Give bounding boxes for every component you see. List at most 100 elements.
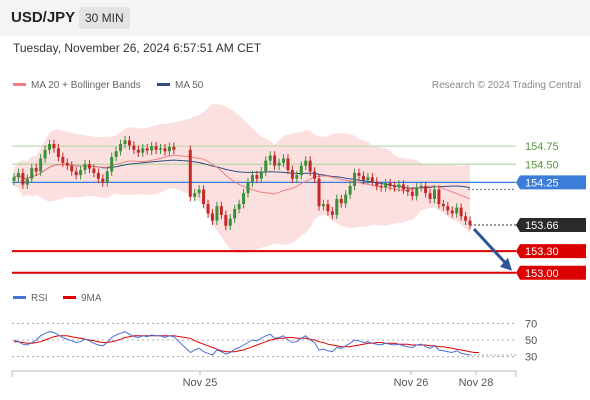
- candle-body: [424, 185, 428, 194]
- rsi-swatch: [13, 295, 26, 299]
- candle-body: [39, 158, 43, 172]
- rsi-ma-swatch: [63, 295, 76, 299]
- candle-body: [277, 162, 281, 166]
- candle-body: [154, 146, 158, 150]
- price-label-resistance: 154.50: [525, 159, 559, 171]
- header-bar: USD/JPY 30 MIN: [0, 0, 590, 36]
- x-axis-label: Nov 26: [394, 377, 429, 389]
- candle-body: [273, 155, 277, 166]
- candle-body: [330, 211, 334, 215]
- candle-body: [30, 167, 34, 179]
- candle-body: [219, 206, 223, 215]
- candle-body: [210, 213, 214, 221]
- candle-body: [70, 165, 74, 172]
- candle-body: [415, 187, 419, 197]
- candle-body: [242, 193, 246, 205]
- rsi-axis-label: 50: [525, 335, 537, 347]
- candle-body: [21, 172, 25, 185]
- candle-body: [246, 182, 250, 194]
- ma50-label: MA 50: [175, 80, 204, 91]
- candle-body: [119, 144, 123, 152]
- candle-body: [264, 160, 268, 172]
- candle-body: [308, 160, 312, 172]
- candle-body: [317, 178, 321, 207]
- candle-body: [136, 149, 140, 153]
- candle-body: [304, 160, 308, 166]
- candle-body: [228, 218, 232, 226]
- candle-body: [366, 177, 370, 181]
- price-tag-support: [516, 265, 586, 280]
- candle-body: [87, 164, 91, 169]
- candle-body: [432, 189, 436, 199]
- rsi-ma-label: 9MA: [81, 293, 102, 304]
- candle-body: [193, 193, 197, 197]
- candle-body: [326, 204, 330, 212]
- candle-body: [388, 183, 392, 186]
- candle-body: [150, 146, 154, 151]
- candle-body: [313, 171, 317, 179]
- candle-body: [123, 140, 127, 144]
- price-label-pivot: 154.25: [525, 177, 559, 189]
- candle-body: [145, 148, 149, 151]
- candle-body: [255, 175, 259, 179]
- price-tag-support: [516, 244, 586, 259]
- forecast-arrow-head: [500, 257, 512, 271]
- candle-body: [441, 204, 445, 207]
- forecast-arrow-line: [472, 228, 510, 267]
- price-label-support: 153.00: [525, 268, 559, 280]
- candle-body: [43, 149, 47, 159]
- candle-body: [286, 158, 290, 171]
- rsi-label: RSI: [31, 293, 48, 304]
- candle-body: [16, 172, 20, 178]
- candle-body: [397, 184, 401, 188]
- candle-body: [250, 175, 254, 183]
- candle-body: [295, 175, 299, 179]
- rsi-axis-label: 70: [525, 318, 537, 330]
- candle-body: [52, 144, 56, 149]
- candle-body: [375, 181, 379, 186]
- rsi-line: [13, 331, 471, 356]
- candle-body: [357, 172, 361, 176]
- candle-body: [437, 189, 441, 205]
- rsi-ma-line: [14, 335, 479, 353]
- candle-body: [12, 177, 16, 181]
- candle-body: [370, 177, 374, 182]
- timestamp: Tuesday, November 26, 2024 6:57:51 AM CE…: [13, 41, 262, 55]
- candle-body: [141, 148, 145, 153]
- candle-body: [259, 171, 263, 179]
- candle-body: [132, 145, 136, 150]
- candle-body: [96, 172, 100, 179]
- legend-ma20: MA 20 + Bollinger Bands: [13, 80, 141, 91]
- candle-body: [167, 146, 171, 152]
- candle-body: [459, 207, 463, 217]
- candle-body: [428, 193, 432, 199]
- candle-body: [237, 204, 241, 210]
- candle-body: [348, 185, 352, 195]
- candle-body: [172, 146, 176, 150]
- candle-body: [450, 210, 454, 214]
- candle-body: [74, 171, 78, 176]
- candle-body: [202, 189, 206, 205]
- candle-body: [321, 204, 325, 207]
- candle-body: [353, 172, 357, 186]
- candle-body: [48, 144, 52, 150]
- candle-body: [65, 162, 69, 166]
- candle-body: [290, 170, 294, 179]
- candle-body: [335, 198, 339, 215]
- candle-body: [61, 157, 65, 163]
- ma20-label: MA 20 + Bollinger Bands: [31, 80, 141, 91]
- timeframe-selector[interactable]: 30 MIN: [79, 7, 130, 29]
- candle-body: [206, 204, 210, 214]
- candle-body: [188, 149, 192, 197]
- research-credit: Research © 2024 Trading Central: [431, 80, 581, 91]
- candle-body: [384, 183, 388, 188]
- price-label-last: 153.66: [525, 220, 559, 232]
- candle-body: [268, 155, 272, 161]
- candle-body: [56, 148, 60, 158]
- candle-body: [393, 185, 397, 188]
- ma20-swatch: [13, 82, 26, 86]
- legend-rsi-ma: 9MA: [63, 293, 102, 304]
- candle-body: [361, 175, 365, 181]
- candle-body: [105, 171, 109, 183]
